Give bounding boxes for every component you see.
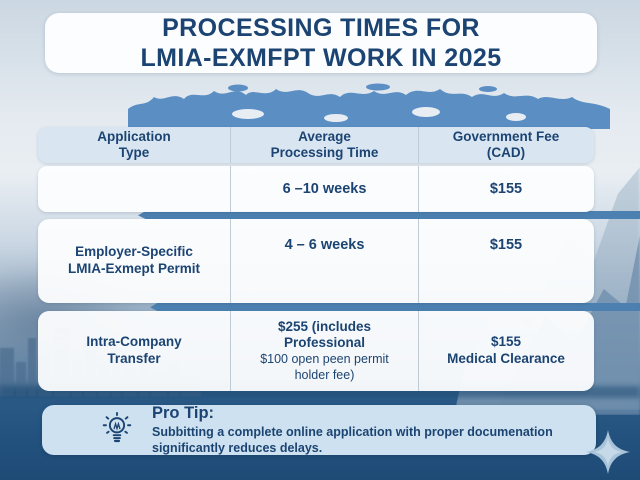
table-row: 6 –10 weeks $155: [38, 166, 594, 212]
table-header-row: Application Type Average Processing Time…: [38, 127, 594, 163]
pro-tip-text: Pro Tip: Subbitting a complete online ap…: [152, 404, 592, 457]
header-processing-time: Average Processing Time: [230, 127, 418, 163]
cell-government-fee: $155 Medical Clearance: [418, 311, 593, 391]
pro-tip-heading: Pro Tip:: [152, 403, 215, 422]
cell-processing-time: 4 – 6 weeks: [230, 219, 418, 303]
cell-processing-time: $255 (includes Professional $100 open pe…: [230, 311, 418, 391]
pro-tip-box: Pro Tip: Subbitting a complete online ap…: [42, 404, 596, 457]
sparkle-icon: [586, 430, 630, 474]
cell-application-type: [38, 166, 230, 212]
cell-government-fee: $155: [418, 166, 593, 212]
table-row: Employer-Specific LMIA-Exmept Permit 4 –…: [38, 219, 594, 303]
table-row: Intra-Company Transfer $255 (includes Pr…: [38, 311, 594, 391]
cell-application-type: Employer-Specific LMIA-Exmept Permit: [67, 244, 201, 276]
canada-map-silhouette: [128, 83, 610, 129]
pro-tip-body: Subbitting a complete online application…: [152, 424, 553, 456]
fee-detail-secondary: $100 open peen permit holder fee): [260, 352, 389, 382]
header-government-fee: Government Fee (CAD): [418, 127, 593, 163]
lightbulb-icon: [98, 411, 136, 449]
map-stripe-decoration: [150, 303, 640, 311]
cell-government-fee: $155: [418, 219, 593, 303]
header-application-type: Application Type: [97, 128, 171, 160]
map-stripe-decoration: [138, 211, 640, 219]
cell-processing-time: 6 –10 weeks: [230, 166, 418, 212]
cell-application-type: Intra-Company Transfer: [86, 334, 182, 366]
title-banner: PROCESSING TIMES FOR LMIA-EXMFPT WORK IN…: [45, 13, 597, 73]
fee-detail-primary: $255 (includes Professional: [277, 318, 372, 351]
page-title: PROCESSING TIMES FOR LMIA-EXMFPT WORK IN…: [140, 13, 502, 73]
